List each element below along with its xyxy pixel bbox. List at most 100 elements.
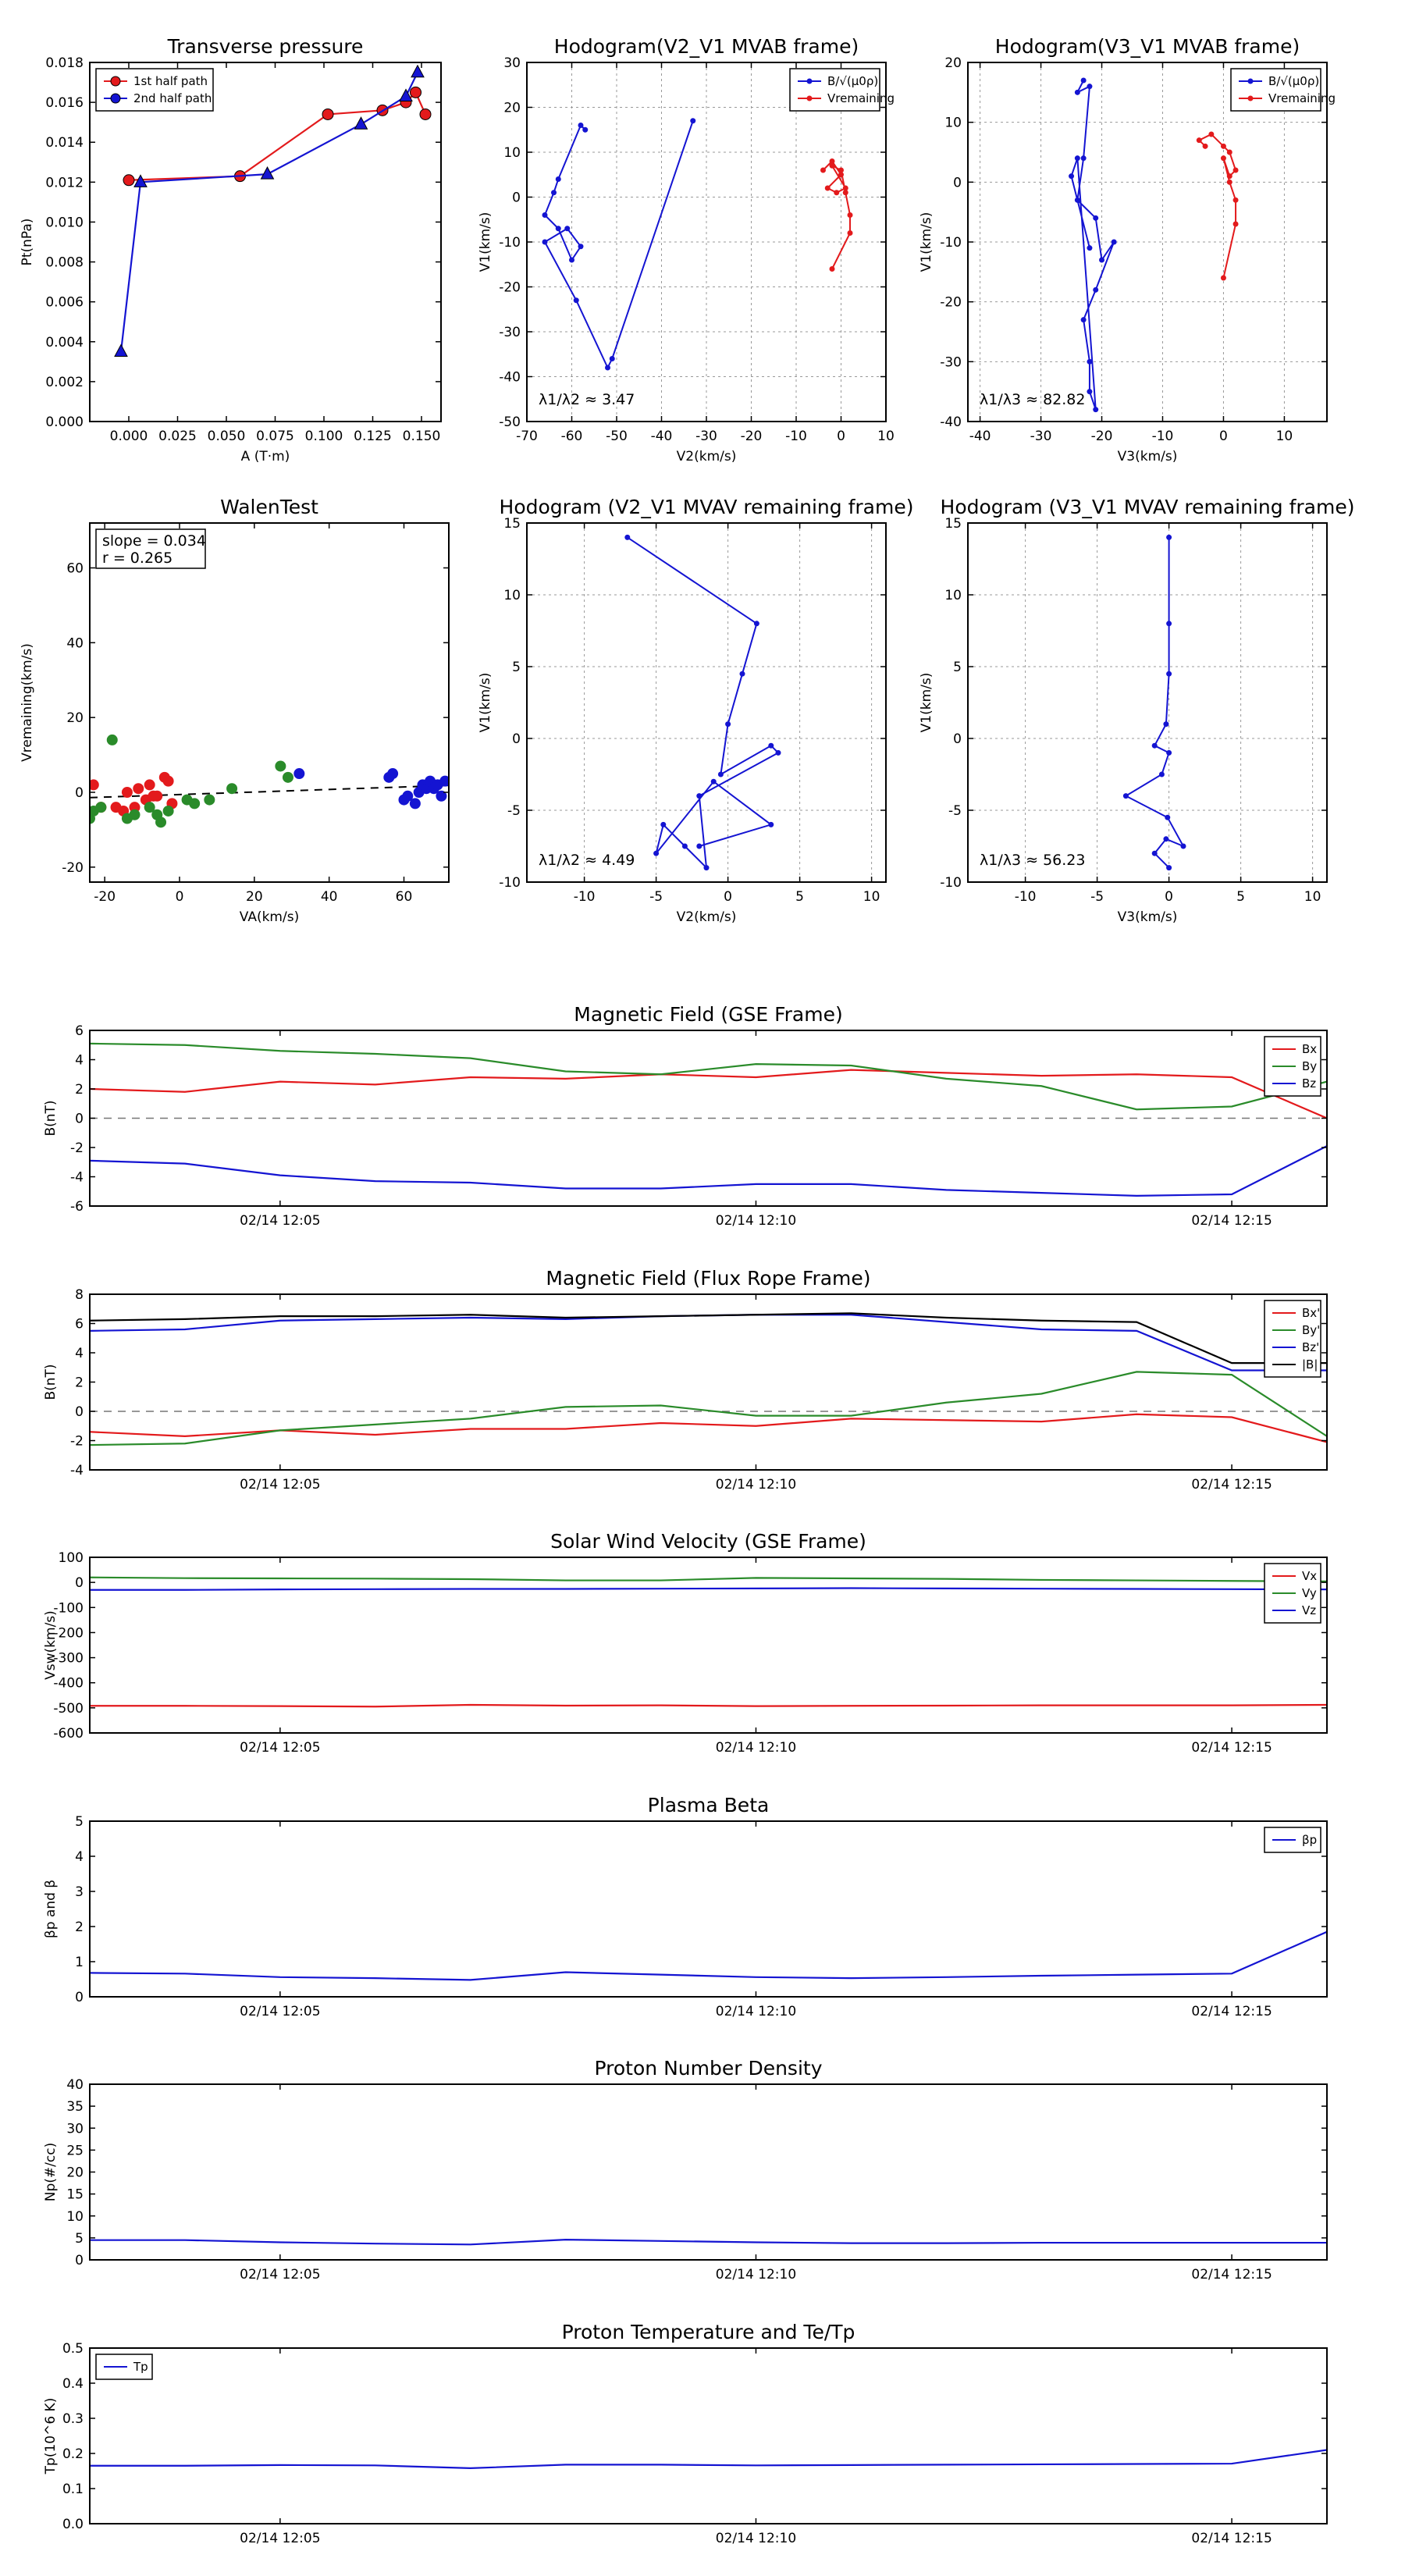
stats-box [95,528,206,569]
series-line-1 [90,1703,1327,1708]
chart-tp2: Proton Temperature and Te/Tp 02/14 12:05 0… [43,2321,1328,2546]
y-axis-label: βp and β [43,1880,59,1938]
data-point [696,793,702,799]
data-point [204,794,215,806]
y-tick-label: 10 [944,588,962,603]
y-tick-label: 0.5 [62,2341,84,2357]
y-tick-label: 0 [75,1990,84,2005]
y-tick-label: -40 [499,370,521,386]
legend-label: Vremaining [827,91,895,105]
y-tick-label: 0 [75,2253,84,2268]
legend-label: B/√(μ0ρ) [1268,74,1319,88]
x-tick-label: 10 [877,429,895,444]
x-tick-label: 02/14 12:10 [716,2267,796,2282]
data-point [1093,286,1099,293]
series-line-3 [90,1314,1327,1372]
data-point [155,817,167,828]
stats-line: r = 0.265 [102,550,173,567]
chart-h4: Hodogram (V3_V1 MVAV remaining frame) -10… [919,496,1354,925]
eigenvalue-ratio-label: λ1/λ2 ≈ 4.49 [539,852,635,869]
x-axis-label: V2(km/s) [677,909,737,925]
data-point [624,534,631,540]
legend-marker [110,76,121,87]
x-tick-label: 0.075 [256,429,294,444]
x-tick-label: 02/14 12:10 [716,2004,796,2019]
y-tick-label: 0 [75,1112,84,1127]
legend-marker [806,78,813,84]
chart-title: Proton Temperature and Te/Tp [562,2321,855,2343]
series-line-1 [90,2449,1327,2470]
x-tick-label: 02/14 12:10 [716,1740,796,1756]
chart-title: Hodogram (V2_V1 MVAV remaining frame) [500,496,914,518]
x-tick-label: 02/14 12:15 [1191,1740,1272,1756]
series-line-2 [90,1371,1327,1446]
x-tick-label: -20 [1091,429,1113,444]
y-axis-label: Np(#/cc) [43,2143,59,2201]
y-tick-label: 0.002 [45,375,84,390]
data-point [1226,179,1232,185]
x-tick-label: -30 [695,429,717,444]
y-axis-label: B(nT) [43,1364,59,1400]
y-tick-label: 25 [66,2143,84,2158]
legend-label: Bz [1302,1076,1316,1091]
y-tick-label: -600 [53,1726,84,1742]
y-tick-label: -10 [499,235,521,251]
y-tick-label: 0.012 [45,175,84,190]
data-point [1074,155,1080,162]
y-tick-label: -200 [53,1625,84,1641]
data-point [578,244,584,250]
y-tick-label: 20 [944,55,962,71]
data-point [703,865,710,871]
x-tick-label: 0.150 [403,429,441,444]
chart-title: Hodogram(V3_V1 MVAB frame) [995,35,1300,58]
data-point [1111,239,1117,245]
y-tick-label: 6 [75,1023,84,1039]
y-tick-label: 3 [75,1884,84,1900]
series-line-2 [90,1576,1327,1582]
y-tick-label: 10 [503,145,521,161]
y-tick-label: 15 [944,516,962,532]
plot-area [1069,77,1239,413]
data-point [1163,721,1169,728]
y-tick-label: -300 [53,1651,84,1667]
y-tick-label: -500 [53,1701,84,1717]
chart-title: Solar Wind Velocity (GSE Frame) [550,1530,866,1553]
x-tick-label: 02/14 12:05 [240,1740,320,1756]
y-tick-label: 0.018 [45,55,84,71]
data-point [411,64,425,78]
y-tick-label: -10 [940,875,962,891]
data-point [129,809,140,820]
data-point [725,721,731,728]
series-line-1 [1124,537,1186,869]
data-point [1220,275,1226,281]
data-point [1226,149,1232,155]
x-tick-label: 02/14 12:15 [1191,1477,1272,1493]
y-tick-label: -400 [53,1676,84,1692]
y-tick-label: 5 [512,660,521,675]
data-point [820,167,826,173]
data-point [402,790,414,802]
data-point [1151,850,1158,856]
y-tick-label: 4 [75,1849,84,1865]
data-point [1087,245,1093,251]
data-point [653,850,660,856]
legend-label: Vx [1302,1569,1317,1583]
y-tick-label: -100 [53,1600,84,1616]
series-line-1 [627,536,780,870]
plot-area [90,1576,1327,1708]
y-tick-label: 0.016 [45,95,84,111]
legend-label: Vz [1302,1603,1316,1617]
x-tick-label: 02/14 12:15 [1191,2267,1272,2282]
series-line-2 [1197,133,1237,279]
data-point [768,742,774,749]
data-point [409,798,421,809]
x-tick-label: 10 [1276,429,1293,444]
data-point [582,126,589,133]
y-tick-label: 0.010 [45,215,84,230]
data-point [1087,389,1093,395]
y-tick-label: -20 [499,280,521,296]
x-tick-label: -70 [516,429,538,444]
y-tick-label: 0 [75,1575,84,1591]
x-axis-label: V3(km/s) [1118,449,1178,464]
y-tick-label: 2 [75,1082,84,1098]
